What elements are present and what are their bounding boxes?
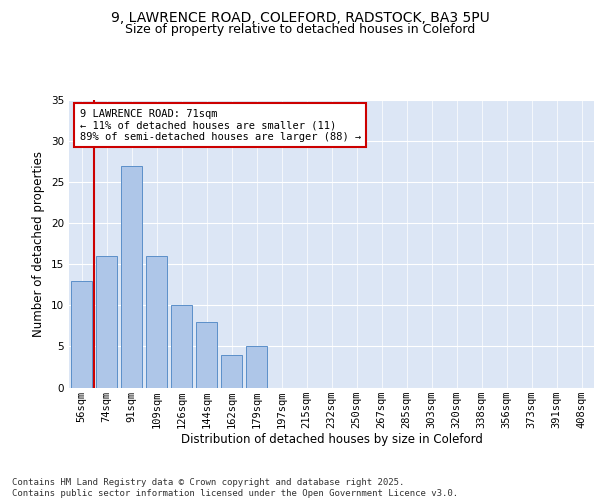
- Bar: [121, 166, 142, 388]
- Y-axis label: Number of detached properties: Number of detached properties: [32, 151, 46, 337]
- Bar: [146, 256, 167, 388]
- Text: 9 LAWRENCE ROAD: 71sqm
← 11% of detached houses are smaller (11)
89% of semi-det: 9 LAWRENCE ROAD: 71sqm ← 11% of detached…: [79, 108, 361, 142]
- Bar: [221, 354, 242, 388]
- Text: Contains HM Land Registry data © Crown copyright and database right 2025.
Contai: Contains HM Land Registry data © Crown c…: [12, 478, 458, 498]
- Bar: [96, 256, 117, 388]
- Bar: [246, 346, 267, 388]
- Bar: [196, 322, 217, 388]
- X-axis label: Distribution of detached houses by size in Coleford: Distribution of detached houses by size …: [181, 434, 482, 446]
- Bar: [71, 280, 92, 388]
- Text: Size of property relative to detached houses in Coleford: Size of property relative to detached ho…: [125, 22, 475, 36]
- Text: 9, LAWRENCE ROAD, COLEFORD, RADSTOCK, BA3 5PU: 9, LAWRENCE ROAD, COLEFORD, RADSTOCK, BA…: [110, 11, 490, 25]
- Bar: [171, 306, 192, 388]
